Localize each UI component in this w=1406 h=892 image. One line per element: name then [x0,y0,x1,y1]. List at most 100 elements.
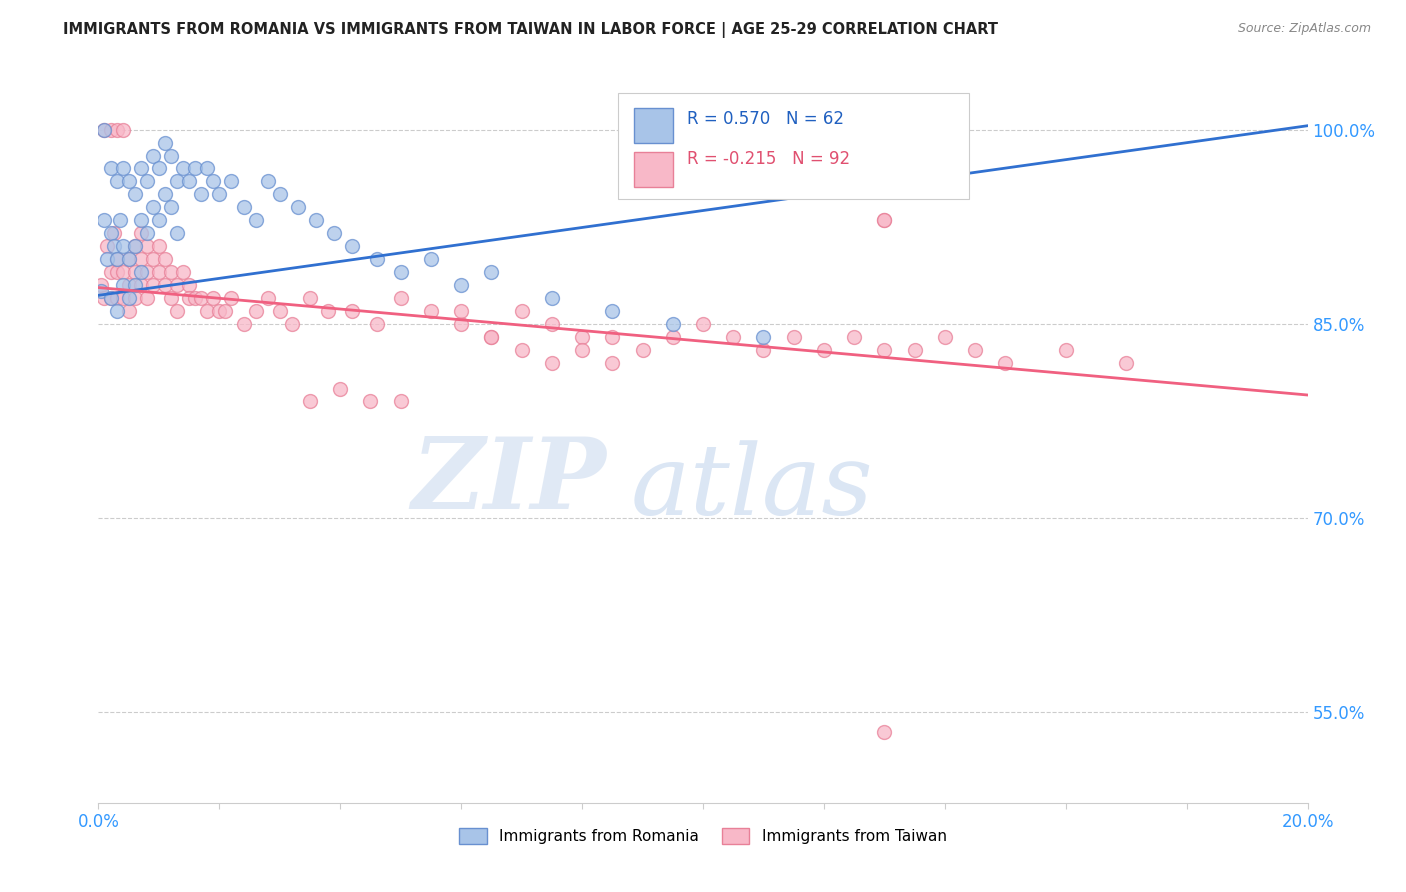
Point [232,200,254,214]
Point [100,161,122,176]
Point [118,277,141,292]
Point [142,277,165,292]
Text: ZIP: ZIP [412,433,606,529]
Point [195,161,218,176]
Point [153,277,176,292]
Point [661,317,683,331]
Text: R = 0.570   N = 62: R = 0.570 N = 62 [688,110,844,128]
Point [135,226,157,240]
Point [510,343,533,357]
Point [172,161,194,176]
Point [245,303,267,318]
Point [142,200,165,214]
Point [90,277,112,292]
Point [481,330,503,344]
Point [269,303,291,318]
Point [148,161,170,176]
Point [202,291,225,305]
Point [692,317,714,331]
Point [281,317,304,331]
Point [129,252,152,266]
FancyBboxPatch shape [619,94,969,200]
Point [299,394,322,409]
Point [100,122,122,136]
Point [111,161,134,176]
Point [153,136,176,150]
Point [118,291,141,305]
Point [105,303,128,318]
Point [366,252,388,266]
Point [100,226,122,240]
Point [129,226,152,240]
Point [873,122,896,136]
Point [166,277,188,292]
Point [208,303,231,318]
Point [93,291,115,305]
Point [873,343,896,357]
Point [160,148,183,162]
Point [221,291,243,305]
Point [813,343,835,357]
Point [481,265,503,279]
Point [299,291,322,305]
Point [166,174,188,188]
Point [118,174,141,188]
Point [450,317,472,331]
Point [965,343,987,357]
Point [118,252,141,266]
Point [179,174,201,188]
Point [723,330,745,344]
Point [208,187,231,202]
Point [172,265,194,279]
Point [148,239,170,253]
Point [124,187,146,202]
Text: atlas: atlas [630,441,873,536]
Point [221,174,243,188]
Point [571,330,593,344]
Point [873,213,896,227]
Point [661,330,683,344]
Point [256,291,278,305]
Point [245,213,267,227]
Point [153,187,176,202]
Point [111,277,134,292]
Point [148,265,170,279]
Point [105,252,128,266]
Point [129,161,152,176]
Point [631,343,654,357]
Text: R = -0.215   N = 92: R = -0.215 N = 92 [688,150,851,168]
Point [232,317,254,331]
Point [111,239,134,253]
Point [323,226,346,240]
Point [904,343,927,357]
Point [160,200,183,214]
Point [105,252,128,266]
Point [783,330,806,344]
Point [111,265,134,279]
Point [179,291,201,305]
Point [179,277,201,292]
Point [153,252,176,266]
Bar [634,152,673,187]
Point [160,291,183,305]
Point [540,317,562,331]
Point [571,343,593,357]
Point [135,174,157,188]
Point [103,226,125,240]
Point [342,303,364,318]
Point [389,394,412,409]
Point [602,356,624,370]
Point [342,239,364,253]
Point [93,122,115,136]
Point [214,303,236,318]
Text: IMMIGRANTS FROM ROMANIA VS IMMIGRANTS FROM TAIWAN IN LABOR FORCE | AGE 25-29 COR: IMMIGRANTS FROM ROMANIA VS IMMIGRANTS FR… [63,22,998,38]
Point [305,213,328,227]
Point [481,330,503,344]
Point [124,239,146,253]
Point [129,277,152,292]
Point [100,265,122,279]
Point [287,200,309,214]
Point [360,394,382,409]
Point [389,291,412,305]
Point [100,291,122,305]
